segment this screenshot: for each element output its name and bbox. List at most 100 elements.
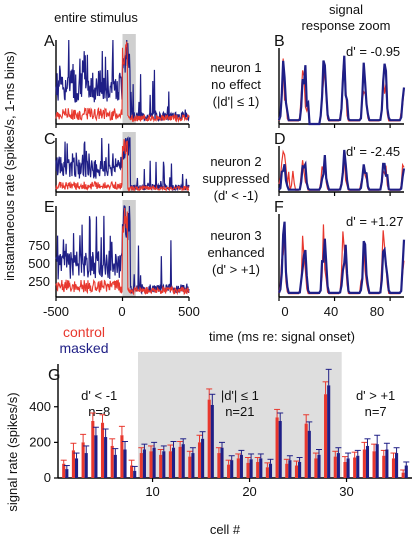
masked-bar <box>152 447 156 478</box>
row-description-line: neuron 1 <box>210 60 261 75</box>
masked-bar <box>133 470 137 478</box>
row-description-line: neuron 3 <box>210 228 261 243</box>
panel-g-bar-chart: 0 200 400 10 20 30 d' < -1n=8 |d'| ≤ 1n=21 d' > … <box>29 352 412 499</box>
masked-bar <box>201 438 205 478</box>
control-trace <box>55 41 190 124</box>
control-bar <box>353 457 357 478</box>
control-bar <box>246 462 250 478</box>
row-description-line: (d' > +1) <box>212 262 260 277</box>
masked-bar <box>249 459 253 478</box>
control-bar <box>227 464 231 478</box>
control-bar <box>110 445 114 478</box>
masked-bar <box>268 463 273 478</box>
masked-zoom-trace <box>278 149 406 191</box>
masked-bar <box>210 404 214 478</box>
control-bar <box>265 467 269 478</box>
masked-bar <box>162 451 166 478</box>
row-description-line: no effect <box>211 77 261 92</box>
masked-bar <box>259 458 263 478</box>
masked-bar <box>375 444 379 478</box>
control-bar <box>71 450 75 478</box>
masked-bar <box>65 469 69 478</box>
legend-control: control <box>63 324 105 340</box>
group-count: n=8 <box>88 404 110 419</box>
control-bar <box>62 463 66 478</box>
control-bar <box>91 421 95 478</box>
control-bar <box>159 454 163 478</box>
control-bar <box>217 453 221 478</box>
header-right-line1: signal <box>329 2 363 17</box>
control-bar <box>333 456 337 478</box>
x-tick-label: 20 <box>242 484 256 499</box>
control-bar <box>391 458 396 478</box>
control-bar <box>100 422 105 478</box>
left-y-tick-label: 750 <box>28 238 50 253</box>
control-bar <box>372 451 376 478</box>
group-count: n=21 <box>225 404 254 419</box>
left-x-ticks: -500 0 500 <box>43 304 200 319</box>
masked-zoom-trace <box>277 55 406 126</box>
masked-bar <box>84 453 88 478</box>
masked-bar <box>307 430 311 478</box>
control-bar <box>362 449 366 478</box>
y-tick-label: 0 <box>44 470 51 485</box>
masked-bar <box>404 465 408 478</box>
legend-masked: masked <box>59 340 108 356</box>
left-y-tick-label: 500 <box>28 256 50 271</box>
group-label: d' < -1 <box>81 388 117 403</box>
control-trace <box>55 139 190 193</box>
y-axis-label-g: signal rate (spikes/s) <box>5 392 20 511</box>
panel-letter: B <box>274 33 285 50</box>
control-bar <box>81 442 85 478</box>
masked-bar <box>336 453 340 478</box>
left-x-tick-label: 500 <box>178 304 200 319</box>
row-description-line: (d' < -1) <box>214 188 259 203</box>
masked-bar <box>74 458 79 478</box>
control-bar <box>401 472 405 478</box>
control-bar <box>256 461 260 478</box>
masked-bar <box>142 449 146 478</box>
masked-bar <box>385 449 389 478</box>
masked-bar <box>395 453 399 478</box>
masked-bar <box>327 385 331 478</box>
panel-letter: C <box>44 131 56 148</box>
left-panels: A C E <box>44 33 190 301</box>
masked-trace <box>55 205 190 295</box>
right-x-ticks: 0 40 80 <box>281 304 384 319</box>
control-bar <box>139 453 143 478</box>
y-tick-label: 400 <box>29 399 51 414</box>
panel-letter: E <box>44 199 55 216</box>
masked-bar <box>123 449 127 478</box>
masked-bar <box>94 435 98 478</box>
group-label: d' > +1 <box>356 388 395 403</box>
header-left: entire stimulus <box>54 10 138 25</box>
masked-bar <box>191 453 195 478</box>
panel-letter-g: G <box>48 367 60 384</box>
control-bar <box>130 465 134 478</box>
control-bar <box>343 461 347 478</box>
control-bar <box>197 442 202 478</box>
control-bar <box>168 451 172 478</box>
control-bar <box>294 465 299 478</box>
x-tick-label: 30 <box>339 484 353 499</box>
x-axis-label-g: cell # <box>210 522 241 537</box>
control-bar <box>178 446 182 478</box>
masked-bar <box>317 454 321 478</box>
row-descriptions: neuron 1 no effect (|d'| ≤ 1) neuron 2 suppr… <box>202 60 269 277</box>
panel-letter: A <box>44 33 55 50</box>
x-axis-label-top: time (ms re: signal onset) <box>209 329 355 344</box>
control-bar <box>275 417 279 478</box>
row-description-line: neuron 2 <box>210 154 261 169</box>
dprime-label: d' = -2.45 <box>346 144 400 159</box>
control-bar <box>285 463 289 478</box>
control-bar <box>324 394 328 478</box>
masked-bar <box>220 447 224 478</box>
masked-bar <box>356 455 360 478</box>
dprime-label: d' = +1.27 <box>346 214 403 229</box>
control-bar <box>314 458 318 478</box>
left-x-tick-label: -500 <box>43 304 69 319</box>
left-y-tick-label: 250 <box>28 274 50 289</box>
panel-letter: D <box>274 131 286 148</box>
x-tick-label: 10 <box>145 484 159 499</box>
